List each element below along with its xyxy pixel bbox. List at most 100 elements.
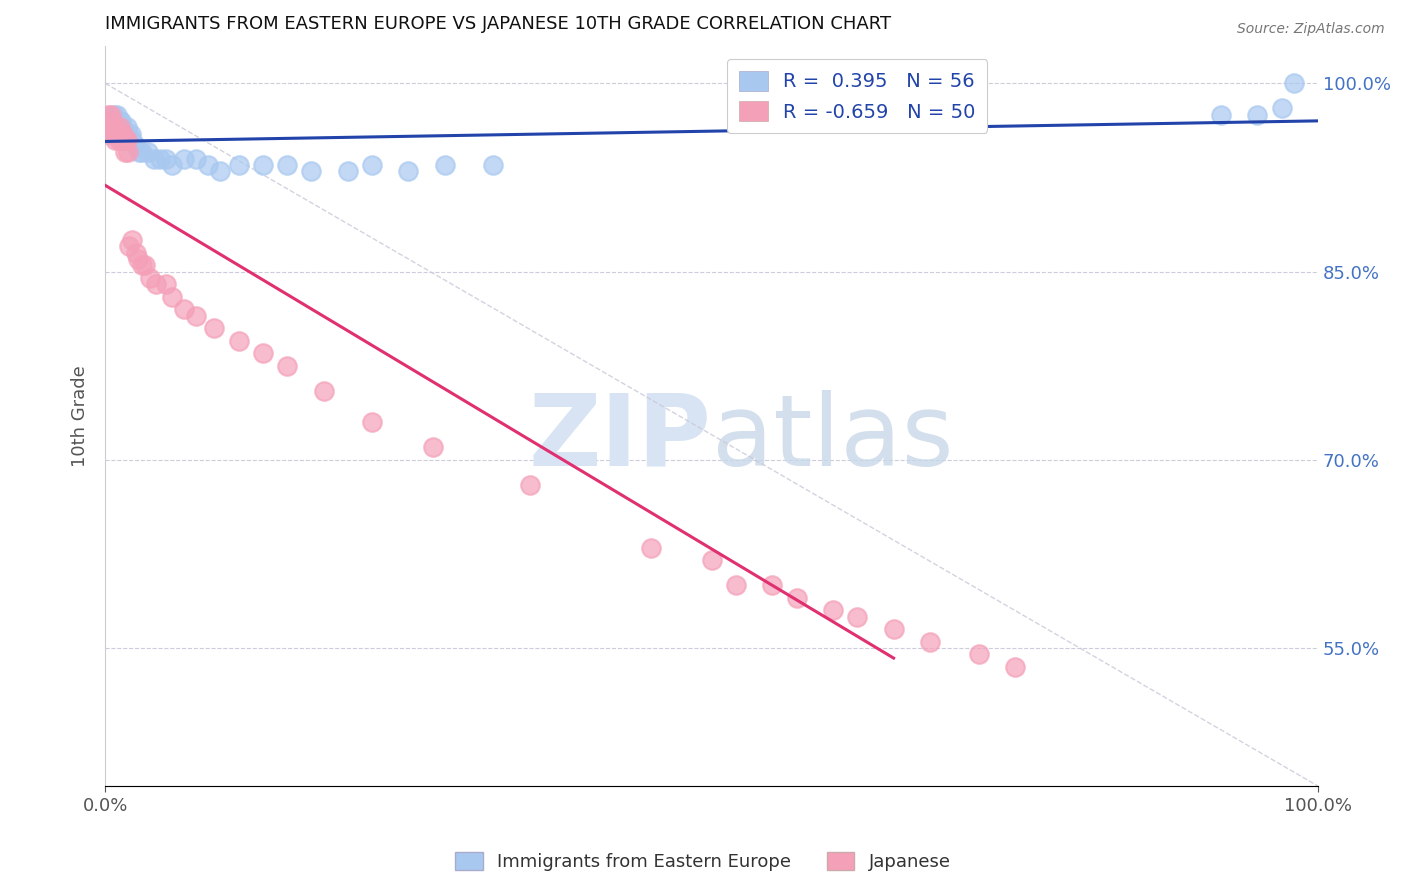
Point (118, 239, 141, 253)
Point (131, 145, 153, 160)
Point (155, 277, 177, 292)
Point (108, 120, 131, 135)
Point (105, 120, 128, 135)
Point (173, 152, 195, 166)
Point (761, 578, 783, 592)
Point (100, 108, 122, 122)
Point (103, 127, 125, 141)
Point (160, 290, 183, 304)
Point (173, 302, 195, 317)
Point (110, 127, 132, 141)
Point (160, 158, 183, 172)
Point (105, 127, 128, 141)
Point (101, 120, 124, 135)
Point (786, 591, 808, 605)
Point (104, 133, 127, 147)
Point (117, 127, 139, 141)
Point (104, 114, 127, 128)
Point (918, 635, 941, 649)
Text: atlas: atlas (711, 390, 953, 487)
Point (115, 120, 138, 135)
Point (252, 346, 274, 360)
Point (724, 578, 747, 592)
Point (100, 114, 122, 128)
Point (155, 152, 177, 166)
Point (114, 133, 136, 147)
Point (110, 120, 132, 135)
Point (98, 114, 121, 128)
Point (112, 120, 135, 135)
Point (104, 120, 127, 135)
Point (145, 277, 167, 292)
Text: IMMIGRANTS FROM EASTERN EUROPE VS JAPANESE 10TH GRADE CORRELATION CHART: IMMIGRANTS FROM EASTERN EUROPE VS JAPANE… (105, 15, 891, 33)
Point (108, 114, 131, 128)
Point (186, 309, 208, 323)
Point (700, 553, 723, 567)
Point (105, 120, 128, 135)
Point (97, 120, 120, 135)
Point (276, 158, 298, 172)
Point (640, 541, 662, 555)
Point (98, 127, 121, 141)
Point (197, 158, 219, 172)
Point (228, 158, 250, 172)
Point (107, 133, 129, 147)
Legend: Immigrants from Eastern Europe, Japanese: Immigrants from Eastern Europe, Japanese (449, 845, 957, 879)
Point (112, 127, 135, 141)
Point (97, 127, 120, 141)
Point (134, 258, 156, 272)
Point (846, 609, 869, 624)
Point (422, 440, 444, 454)
Text: Source: ZipAtlas.com: Source: ZipAtlas.com (1237, 22, 1385, 37)
Point (821, 603, 844, 617)
Point (149, 152, 172, 166)
Point (967, 648, 990, 662)
Point (127, 252, 149, 266)
Point (1282, 76, 1305, 90)
Point (118, 133, 141, 147)
Point (131, 258, 153, 272)
Point (115, 133, 138, 147)
Point (107, 127, 129, 141)
Point (361, 415, 384, 429)
Point (112, 127, 135, 141)
Point (1271, 102, 1294, 116)
Point (120, 127, 142, 141)
Point (336, 164, 359, 178)
Point (117, 145, 139, 160)
Point (121, 133, 143, 147)
Point (228, 334, 250, 348)
Y-axis label: 10th Grade: 10th Grade (72, 365, 89, 467)
Point (111, 133, 134, 147)
Point (398, 164, 420, 178)
Point (128, 145, 150, 160)
Point (361, 158, 384, 172)
Point (101, 120, 124, 135)
Point (142, 152, 165, 166)
Point (111, 120, 134, 135)
Point (433, 158, 456, 172)
Point (1246, 108, 1268, 122)
Text: ZIP: ZIP (529, 390, 711, 487)
Point (105, 108, 128, 122)
Point (105, 114, 128, 128)
Point (299, 164, 322, 178)
Point (124, 139, 146, 153)
Point (276, 359, 298, 373)
Point (124, 245, 146, 260)
Point (108, 120, 131, 135)
Point (107, 120, 129, 135)
Point (186, 152, 208, 166)
Point (209, 164, 232, 178)
Point (114, 127, 136, 141)
Point (110, 114, 132, 128)
Point (114, 145, 136, 160)
Point (1004, 660, 1026, 674)
Point (136, 145, 159, 160)
Point (312, 384, 335, 398)
Point (202, 321, 225, 335)
Point (139, 270, 162, 285)
Point (97, 108, 120, 122)
Point (482, 158, 505, 172)
Point (252, 158, 274, 172)
